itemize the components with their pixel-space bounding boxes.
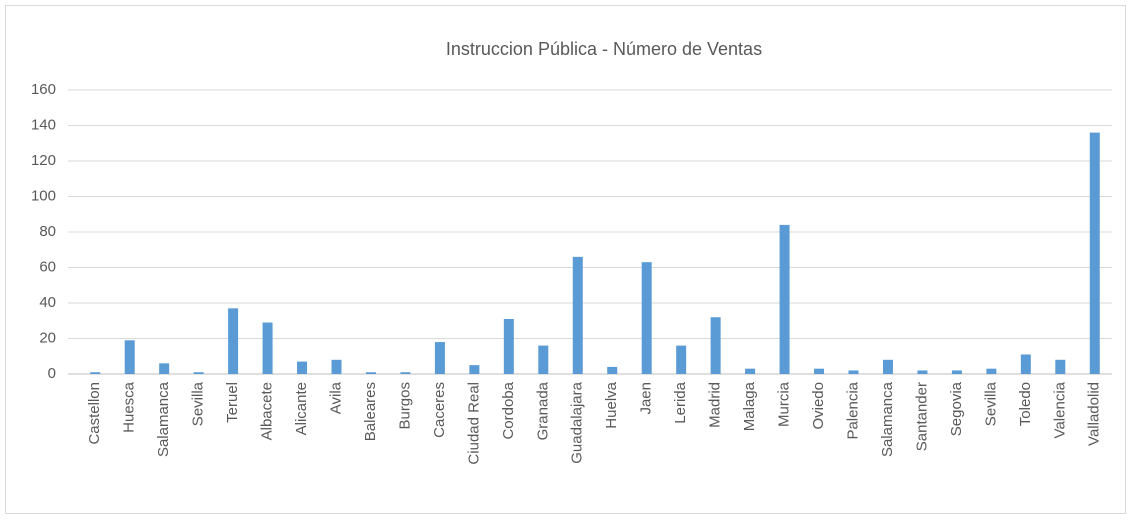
bar: [1055, 359, 1066, 374]
x-tick-label: Albacete: [259, 382, 276, 440]
x-tick-label: Salamanca: [155, 381, 172, 457]
bar: [779, 224, 790, 374]
y-tick-label: 120: [31, 152, 56, 169]
bar: [1089, 132, 1100, 374]
bar: [90, 372, 101, 374]
bar: [641, 262, 652, 374]
x-tick-label: Jaen: [638, 382, 655, 415]
bar: [607, 366, 618, 374]
bar: [710, 317, 721, 374]
y-tick-label: 20: [39, 329, 56, 346]
x-tick-label: Salamanca: [879, 381, 896, 457]
y-tick-label: 0: [48, 365, 56, 382]
bar: [676, 345, 687, 374]
bar: [159, 363, 170, 374]
x-tick-label: Santander: [913, 382, 930, 451]
y-tick-label: 160: [31, 81, 56, 98]
bar: [297, 361, 308, 374]
x-tick-label: Baleares: [362, 382, 379, 441]
x-tick-label: Valencia: [1051, 381, 1068, 438]
x-tick-label: Palencia: [844, 381, 861, 439]
bar: [434, 342, 445, 374]
bar: [400, 372, 411, 374]
x-tick-label: Castellon: [86, 382, 103, 445]
x-tick-label: Ciudad Real: [465, 382, 482, 465]
bar: [882, 359, 893, 374]
bar: [124, 340, 135, 374]
bar: [193, 372, 204, 374]
bar: [331, 359, 342, 374]
bar: [1020, 354, 1031, 374]
x-tick-label: Madrid: [707, 382, 724, 428]
bar: [745, 368, 756, 374]
y-tick-label: 80: [39, 223, 56, 240]
y-tick-label: 40: [39, 294, 56, 311]
x-tick-label: Granada: [534, 381, 551, 440]
x-tick-label: Malaga: [741, 381, 758, 431]
x-tick-label: Guadalajara: [569, 381, 586, 463]
x-tick-label: Avila: [327, 381, 344, 414]
x-tick-label: Oviedo: [810, 382, 827, 430]
y-tick-label: 140: [31, 116, 56, 133]
y-tick-label: 60: [39, 258, 56, 275]
bar: [814, 368, 825, 374]
x-tick-label: Sevilla: [190, 381, 207, 426]
bar: [986, 368, 997, 374]
x-tick-label: Huesca: [121, 381, 138, 433]
x-tick-label: Lerida: [672, 381, 689, 423]
bar: [917, 370, 928, 374]
x-tick-label: Alicante: [293, 382, 310, 435]
x-tick-label: Valladolid: [1086, 382, 1103, 446]
x-tick-label: Murcia: [776, 381, 793, 427]
x-tick-label: Toledo: [1017, 382, 1034, 426]
x-tick-label: Caceres: [431, 382, 448, 438]
bar: [538, 345, 549, 374]
bar: [848, 370, 859, 374]
bar: [262, 322, 273, 374]
bar: [365, 372, 376, 374]
x-tick-label: Cordoba: [500, 381, 517, 439]
bar: [951, 370, 962, 374]
y-tick-label: 100: [31, 187, 56, 204]
bar: [572, 256, 583, 374]
bar: [469, 365, 480, 374]
x-tick-label: Sevilla: [982, 381, 999, 426]
chart-border: [5, 5, 1126, 514]
x-tick-label: Teruel: [224, 382, 241, 423]
x-tick-label: Huelva: [603, 381, 620, 428]
chart-title: Instruccion Pública - Número de Ventas: [446, 39, 762, 59]
x-tick-label: Segovia: [948, 381, 965, 436]
x-tick-label: Burgos: [396, 382, 413, 430]
bar: [503, 318, 514, 374]
bar: [228, 308, 239, 374]
